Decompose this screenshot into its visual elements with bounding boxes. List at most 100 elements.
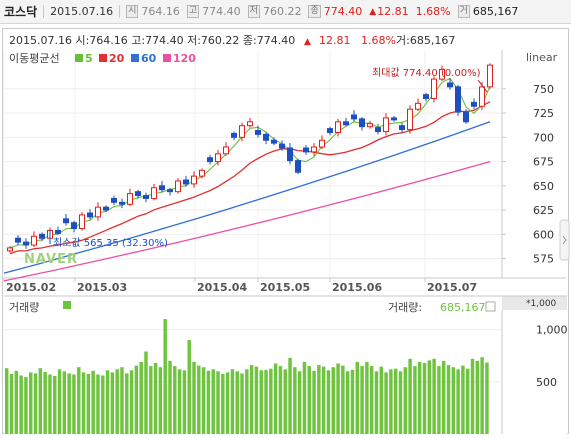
- volume-bar: [168, 360, 172, 434]
- volume-bar: [326, 370, 331, 434]
- legend-label-ma120: 120: [173, 52, 196, 65]
- date-tick-label: 2015.05: [260, 281, 310, 294]
- volume-bar: [81, 372, 86, 434]
- open-tag: 시: [126, 5, 139, 18]
- legend-item-ma60[interactable]: 60: [131, 52, 157, 65]
- volume-bar: [288, 357, 292, 434]
- volume-current-value: 685,167: [440, 301, 486, 314]
- moving-average-legend-title: 이동평균선: [9, 52, 60, 65]
- legend-item-ma20[interactable]: 20: [99, 52, 125, 65]
- candle-body: [343, 121, 349, 126]
- volume-bar: [278, 366, 283, 434]
- volume-bar: [403, 367, 408, 434]
- candle-body: [183, 179, 189, 185]
- candle-body: [279, 143, 285, 149]
- volume-value: 685,167: [472, 5, 519, 18]
- info-change-percent: 1.68%: [361, 34, 396, 47]
- chevron-right-icon: [562, 235, 567, 245]
- volume-settings-checkbox[interactable]: [485, 301, 496, 312]
- volume-bar: [249, 365, 254, 434]
- candle-body: [431, 78, 437, 100]
- volume-bar: [163, 319, 167, 434]
- volume-bar: [216, 371, 220, 434]
- candle-body: [263, 133, 269, 141]
- volume-bar: [53, 376, 57, 434]
- candle-body: [487, 64, 493, 88]
- volume-bar: [62, 371, 67, 434]
- price-tick-label: 750: [533, 83, 554, 96]
- date-tick-label: 2015.02: [6, 281, 56, 294]
- candle-body: [447, 82, 453, 88]
- scroll-handle-box: [559, 219, 570, 261]
- date-grid: [3, 50, 426, 282]
- volume-bar: [470, 358, 475, 434]
- candle-body: [95, 206, 101, 218]
- volume-bar: [283, 369, 287, 434]
- up-arrow-icon: ▲: [369, 6, 377, 17]
- volume-bar: [427, 360, 432, 434]
- volume-bar: [129, 370, 134, 434]
- volume-bar: [350, 369, 355, 434]
- volume-bar: [115, 369, 119, 434]
- volume-bar: [432, 358, 436, 434]
- volume-bar: [446, 365, 451, 434]
- volume-bar: [221, 374, 225, 434]
- volume-bar: [437, 366, 441, 434]
- volume-bar: [408, 358, 412, 434]
- legend-label-ma20: 20: [109, 52, 125, 65]
- volume-bar: [153, 363, 158, 434]
- candle-body: [359, 118, 365, 128]
- volume-bar: [297, 371, 302, 434]
- volume-bar: [101, 375, 105, 434]
- candle-body: [119, 201, 125, 205]
- legend-label-ma60: 60: [141, 52, 157, 65]
- date-tick-label: 2015.06: [332, 281, 382, 294]
- chart-scroll-handle[interactable]: [559, 219, 570, 261]
- price-tick-label: 650: [533, 180, 554, 193]
- candle-body: [39, 233, 45, 239]
- candle-body: [391, 117, 397, 121]
- candle-body: [255, 130, 261, 135]
- candle-body: [215, 153, 221, 163]
- stock-header-bar: 코스닥 2015.07.16 시 764.16 고 774.40 저 760.2…: [0, 0, 571, 24]
- volume-bar: [413, 366, 417, 434]
- legend-swatch-ma60: [131, 54, 139, 62]
- volume-bar: [475, 360, 480, 434]
- volume-bar: [345, 371, 350, 434]
- volume-bar: [77, 367, 81, 434]
- volume-bar: [269, 368, 273, 434]
- date-tick-label: 2015.07: [427, 281, 477, 294]
- volume-bar: [480, 357, 484, 434]
- candle-body: [327, 128, 333, 133]
- volume-bar: [331, 367, 335, 434]
- date-axis-labels: 2015.02 2015.03 2015.04 2015.05 2015.06 2015.…: [6, 281, 477, 294]
- volume-bar: [19, 375, 23, 434]
- info-volume: 거:685,167: [396, 34, 455, 47]
- volume-bar: [57, 369, 62, 434]
- candle-body: [455, 86, 461, 113]
- volume-bar: [302, 361, 307, 434]
- info-up-arrow-icon: ▲: [304, 37, 311, 47]
- legend-item-ma5[interactable]: 5: [75, 52, 93, 65]
- price-tick-label: 600: [533, 228, 554, 241]
- volume-title: 거래량: [9, 301, 39, 314]
- volume-bar: [336, 363, 340, 434]
- legend-item-ma120[interactable]: 120: [163, 52, 196, 65]
- volume-bar: [5, 368, 9, 434]
- volume-bar: [360, 366, 364, 434]
- volume-bar: [355, 361, 359, 434]
- max-value-annotation: 최대값 774.40 (0.00%): [372, 67, 488, 93]
- scale-toggle[interactable]: linear: [526, 51, 558, 64]
- candle-body: [103, 206, 109, 211]
- volume-bar: [110, 372, 115, 434]
- volume-bar: [398, 371, 403, 434]
- candle-body: [415, 102, 421, 110]
- quote-date: 2015.07.16: [50, 5, 114, 18]
- legend-swatch-ma120: [163, 54, 171, 62]
- volume-bar: [24, 377, 28, 434]
- volume-bar: [225, 372, 230, 434]
- legend-swatch-ma20: [99, 54, 107, 62]
- price-plot-area[interactable]: [4, 50, 502, 278]
- max-value-pointer: [477, 79, 488, 93]
